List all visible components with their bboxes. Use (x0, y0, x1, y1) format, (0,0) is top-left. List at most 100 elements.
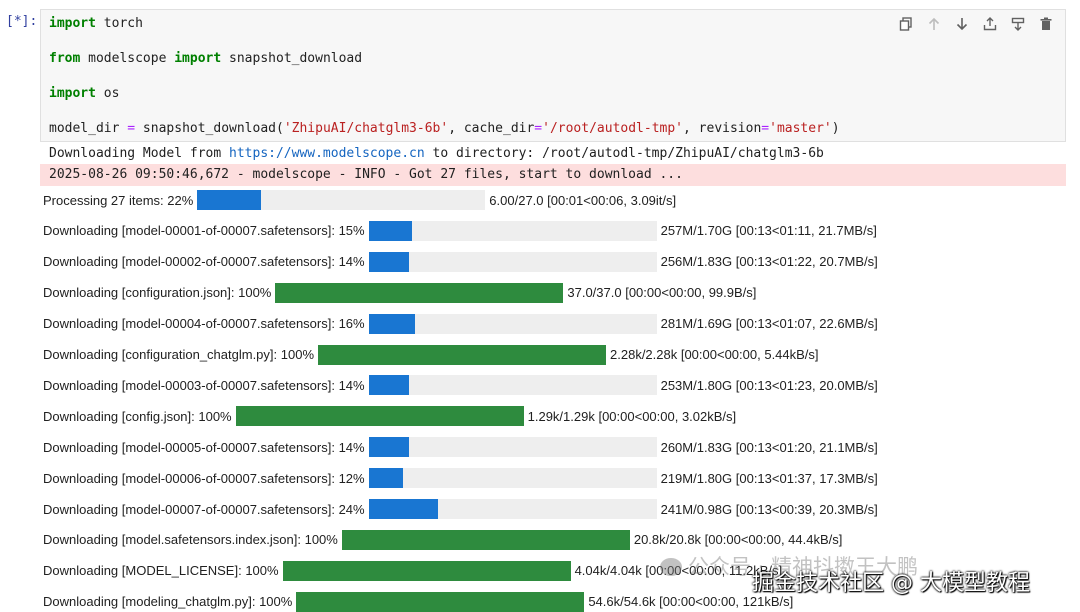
progress-stats: 6.00/27.0 [00:01<00:06, 3.09it/s] (489, 192, 677, 208)
progress-bar (275, 282, 564, 303)
progress-bar (296, 591, 585, 612)
progress-stats: 1.29k/1.29k [00:00<00:00, 3.02kB/s] (527, 408, 737, 424)
code-line: from modelscope import snapshot_download (49, 50, 840, 68)
code-line: import torch (49, 15, 840, 33)
progress-fill (275, 282, 564, 303)
progress-fill (318, 344, 607, 365)
progress-fill (368, 437, 409, 458)
progress-fill (368, 375, 409, 396)
progress-row: Downloading [configuration_chatglm.py]: … (43, 344, 819, 365)
cell-toolbar (895, 16, 1057, 36)
code-line (49, 33, 840, 51)
delete-cell-button[interactable] (1035, 16, 1057, 36)
progress-row: Downloading [model-00002-of-00007.safete… (43, 251, 878, 272)
progress-row: Processing 27 items: 22% 6.00/27.0 [00:01… (43, 190, 676, 210)
progress-stats: 253M/1.80G [00:13<01:23, 20.0MB/s] (660, 377, 878, 393)
progress-stats: 4.04k/4.04k [00:00<00:00, 11.2kB/s] (574, 563, 783, 579)
progress-fill (341, 529, 630, 550)
wechat-watermark: 公众号 · 精神抖擞王大鹏 (660, 551, 918, 581)
progress-stats: 241M/0.98G [00:13<00:39, 20.3MB/s] (660, 501, 878, 517)
progress-fill (235, 406, 524, 427)
code-keyword: import (49, 86, 96, 101)
code-token: snapshot_download (221, 51, 363, 66)
code-token: model_dir (49, 121, 128, 136)
progress-label: Processing 27 items: 22% (43, 192, 194, 208)
progress-row: Downloading [MODEL_LICENSE]: 100% 4.04k/4… (43, 560, 783, 581)
progress-bar (368, 251, 657, 272)
progress-label: Downloading [model-00002-of-00007.safete… (43, 254, 365, 270)
code-token: , revision (683, 121, 762, 136)
duplicate-cell-button[interactable] (895, 16, 917, 36)
code-token: os (95, 86, 120, 101)
progress-label: Downloading [MODEL_LICENSE]: 100% (43, 563, 279, 579)
progress-label: Downloading [configuration_chatglm.py]: … (43, 347, 315, 362)
progress-stats: 37.0/37.0 [00:00<00:00, 99.9B/s] (567, 285, 757, 301)
progress-row: Downloading [model-00006-of-00007.safete… (43, 468, 878, 489)
stderr-log-line: 2025-08-26 09:50:46,672 - modelscope - I… (40, 164, 1066, 186)
progress-row: Downloading [model-00004-of-00007.safete… (43, 313, 878, 334)
code-token: ) (831, 121, 840, 136)
progress-label: Downloading [configuration.json]: 100% (43, 285, 272, 301)
code-token: , cache_dir (448, 121, 535, 136)
progress-bar (282, 560, 571, 581)
progress-label: Downloading [model-00007-of-00007.safete… (43, 501, 365, 517)
move-down-button[interactable] (951, 16, 973, 36)
progress-label: Downloading [model-00001-of-00007.safete… (43, 223, 365, 239)
wechat-watermark-text: 公众号 · 精神抖擞王大鹏 (688, 555, 919, 579)
code-line: model_dir = snapshot_download('ZhipuAI/c… (49, 120, 840, 138)
progress-label: Downloading [model-00006-of-00007.safete… (43, 470, 365, 486)
code-editor[interactable]: import torch from modelscope import snaps… (49, 15, 840, 138)
progress-stats: 256M/1.83G [00:13<01:22, 20.7MB/s] (660, 254, 878, 270)
code-operator: = (761, 121, 770, 136)
insert-above-button[interactable] (979, 16, 1001, 36)
progress-stats: 260M/1.83G [00:13<01:20, 21.1MB/s] (660, 439, 878, 455)
juejin-watermark: 掘金技术社区 @ 大模型教程 (752, 571, 1030, 596)
progress-stats: 257M/1.70G [00:13<01:11, 21.7MB/s] (660, 223, 877, 239)
progress-row: Downloading [model-00003-of-00007.safete… (43, 375, 878, 396)
progress-label: Downloading [model-00004-of-00007.safete… (43, 316, 365, 332)
code-string: 'ZhipuAI/chatglm3-6b' (283, 121, 449, 136)
progress-row: Downloading [model-00005-of-00007.safete… (43, 437, 878, 458)
code-token: snapshot_download( (135, 121, 284, 136)
code-string: '/root/autodl-tmp' (542, 121, 684, 136)
trash-icon (1039, 17, 1053, 36)
code-cell-input[interactable]: import torch from modelscope import snaps… (40, 9, 1066, 142)
progress-bar (368, 313, 657, 334)
progress-fill (197, 190, 261, 210)
progress-bar (341, 529, 630, 550)
download-info-line: Downloading Model from https://www.model… (49, 146, 824, 161)
progress-stats: 2.28k/2.28k [00:00<00:00, 5.44kB/s] (610, 347, 819, 362)
progress-stats: 20.8k/20.8k [00:00<00:00, 44.4kB/s] (633, 532, 843, 548)
wechat-icon (660, 558, 682, 576)
progress-bar (368, 468, 657, 489)
progress-label: Downloading [modeling_chatglm.py]: 100% (43, 594, 293, 610)
progress-bar (235, 406, 524, 427)
progress-bar (368, 375, 657, 396)
progress-row: Downloading [configuration.json]: 100% 37… (43, 282, 757, 303)
code-line (49, 103, 840, 121)
execution-prompt: [*]: (6, 14, 38, 29)
download-info-prefix: Downloading Model from (49, 146, 230, 161)
progress-bar (368, 437, 657, 458)
arrow-down-icon (955, 17, 969, 36)
code-token: torch (95, 16, 143, 31)
progress-stats: 219M/1.80G [00:13<01:37, 17.3MB/s] (660, 470, 878, 486)
progress-row: Downloading [config.json]: 100% 1.29k/1.2… (43, 406, 737, 427)
code-token: modelscope (80, 51, 175, 66)
progress-fill (296, 591, 585, 612)
insert-above-icon (983, 16, 997, 36)
code-line: import os (49, 85, 840, 103)
move-up-button[interactable] (923, 16, 945, 36)
progress-label: Downloading [config.json]: 100% (43, 408, 232, 424)
progress-row: Downloading [model.safetensors.index.jso… (43, 529, 843, 550)
modelscope-link[interactable]: https://www.modelscope.cn (229, 146, 425, 161)
progress-fill (368, 220, 412, 241)
insert-below-button[interactable] (1007, 16, 1029, 36)
duplicate-icon (899, 16, 913, 36)
insert-below-icon (1011, 17, 1025, 36)
download-info-suffix: to directory: /root/autodl-tmp/ZhipuAI/c… (424, 146, 824, 161)
progress-bar (368, 499, 657, 519)
progress-fill (368, 499, 438, 519)
progress-label: Downloading [model-00005-of-00007.safete… (43, 439, 365, 455)
progress-bar (368, 220, 657, 241)
